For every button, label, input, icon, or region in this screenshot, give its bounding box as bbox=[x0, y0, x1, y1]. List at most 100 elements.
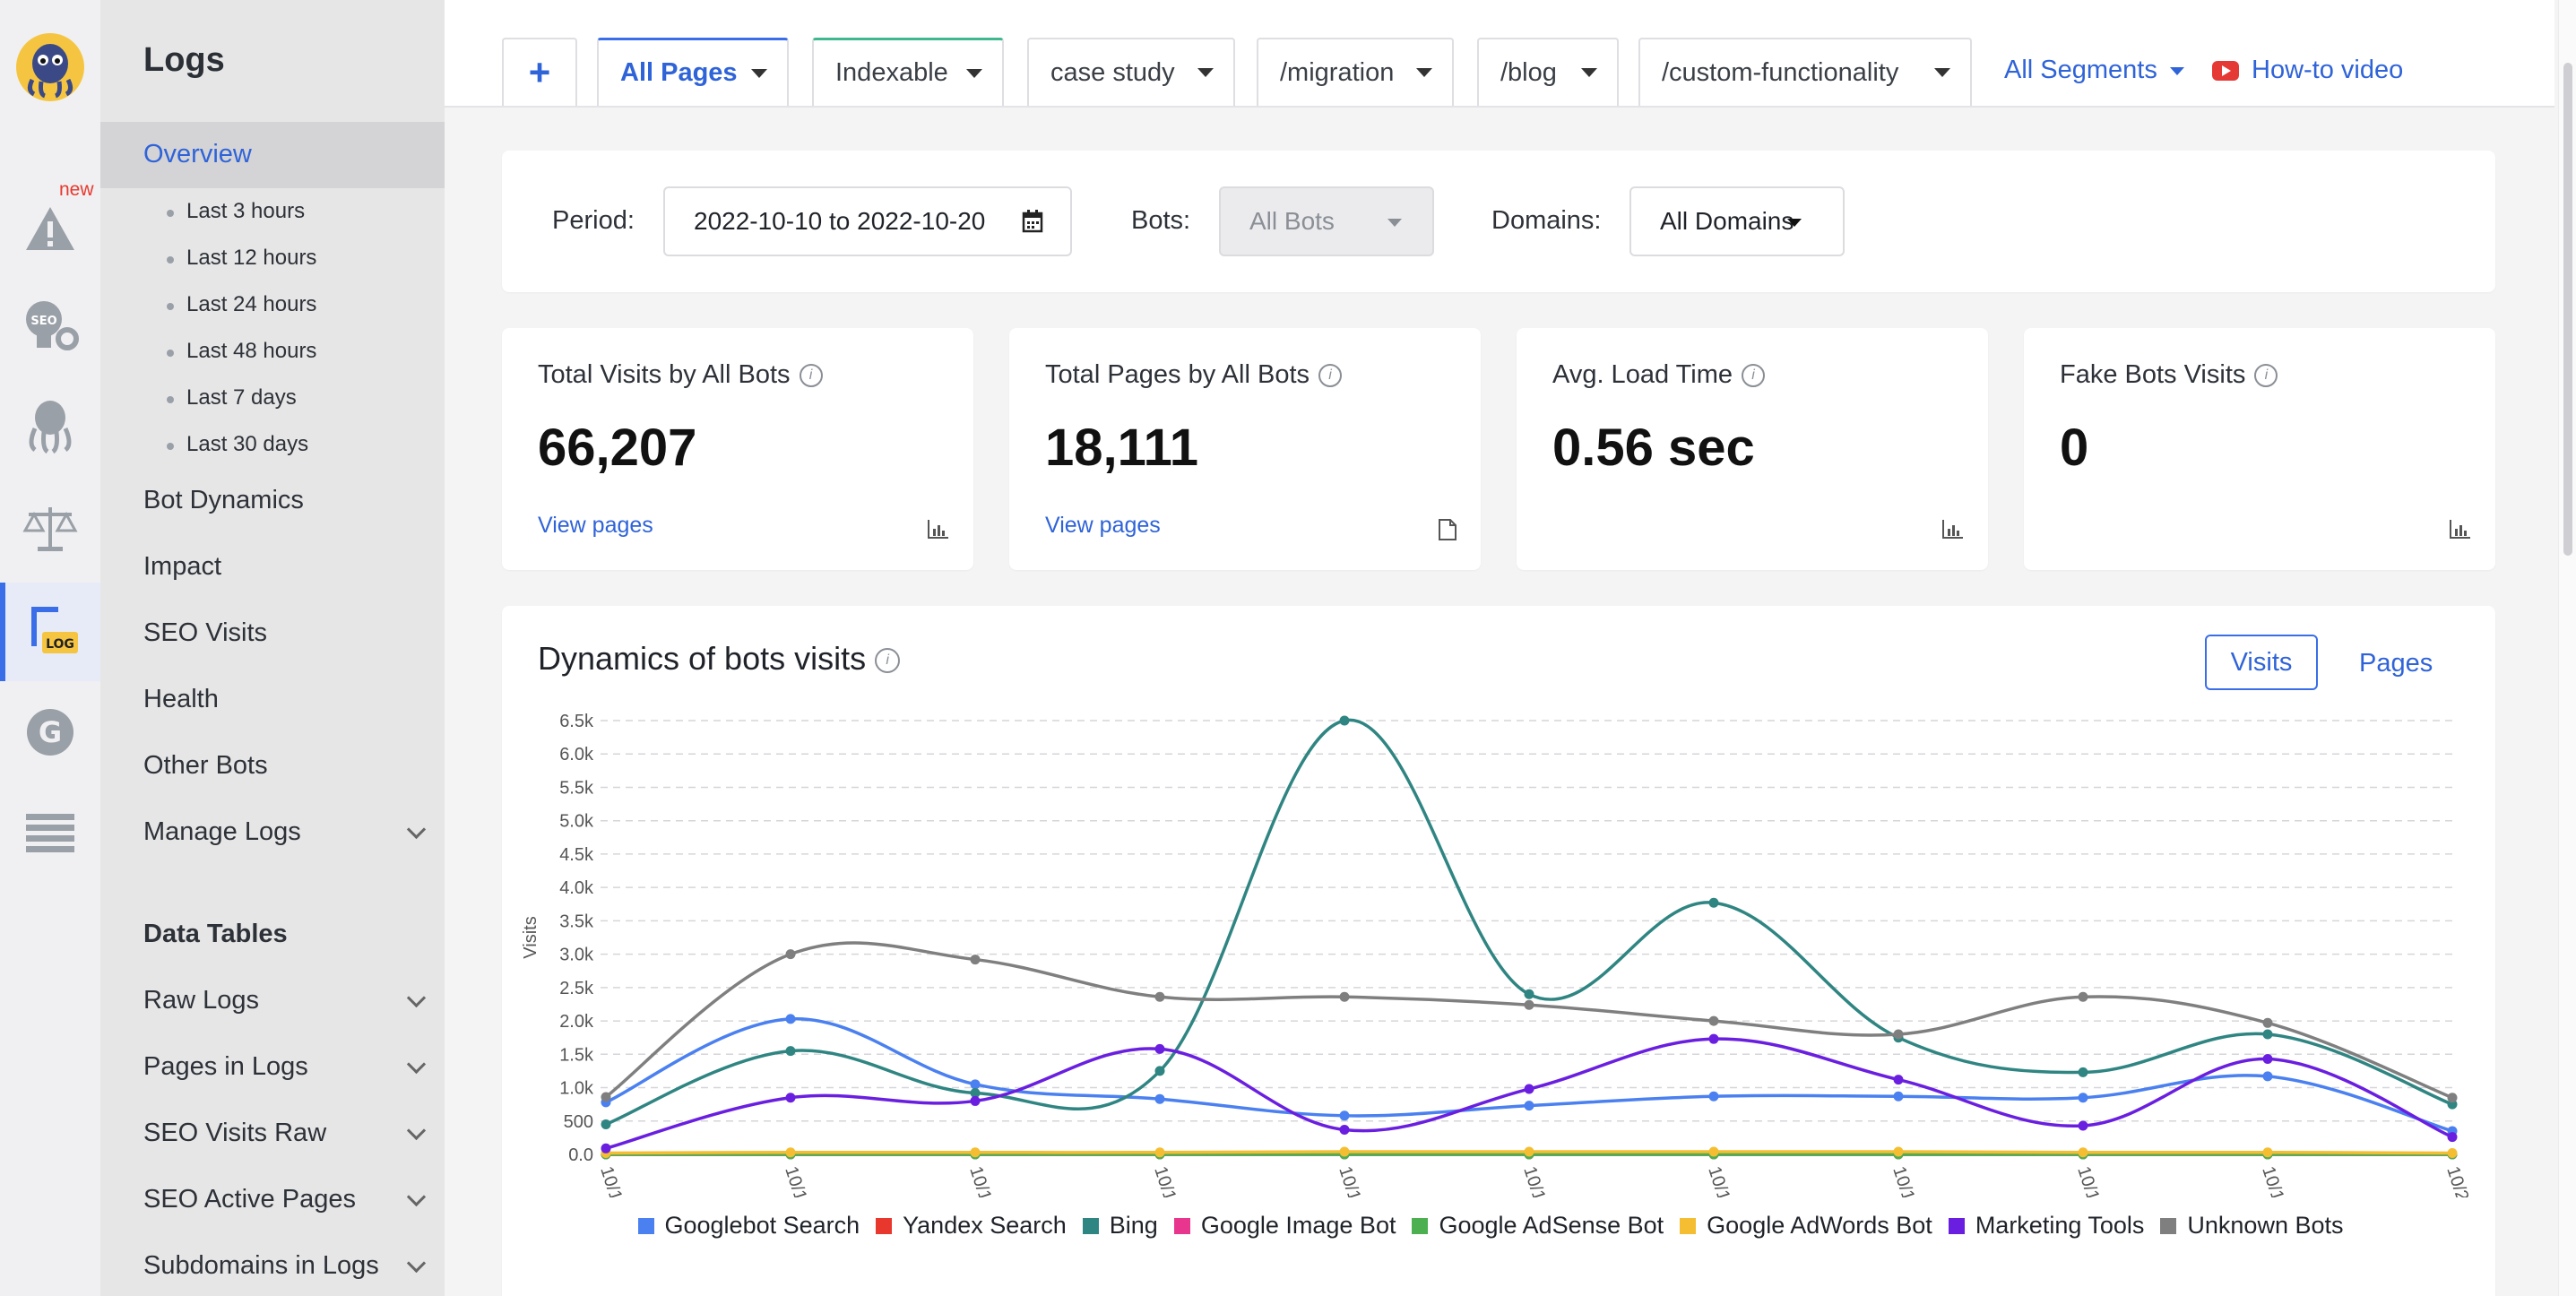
info-icon[interactable]: i bbox=[799, 364, 823, 388]
octopus-logo-icon[interactable] bbox=[0, 18, 100, 117]
tab-label: case study bbox=[1050, 57, 1175, 87]
data-point-google-adwords-bot bbox=[1339, 1146, 1350, 1157]
nav-overview[interactable]: Overview bbox=[143, 140, 252, 168]
nav-seo-visits[interactable]: SEO Visits bbox=[143, 618, 268, 647]
x-tick-label: 10/17/22 bbox=[1889, 1164, 1929, 1197]
info-icon[interactable]: i bbox=[1741, 364, 1765, 388]
stat-title-text: Fake Bots Visits bbox=[2060, 360, 2246, 389]
legend-item-bing[interactable]: Bing bbox=[1082, 1212, 1158, 1240]
data-point-marketing-tools bbox=[1893, 1075, 1904, 1085]
document-icon[interactable] bbox=[1438, 518, 1457, 541]
y-tick-label: 3.5k bbox=[559, 912, 594, 931]
stat-title-text: Total Visits by All Bots bbox=[538, 360, 791, 389]
nav-bot-dynamics[interactable]: Bot Dynamics bbox=[143, 486, 304, 514]
legend-swatch bbox=[2160, 1217, 2177, 1234]
y-tick-label: 6.0k bbox=[559, 745, 594, 765]
nav-impact[interactable]: Impact bbox=[143, 552, 222, 581]
nav-pages-in-logs[interactable]: Pages in Logs bbox=[143, 1052, 308, 1081]
legend-item-google-image-bot[interactable]: Google Image Bot bbox=[1173, 1212, 1396, 1240]
bots-select[interactable]: All Bots bbox=[1219, 186, 1434, 256]
legend-item-unknown-bots[interactable]: Unknown Bots bbox=[2160, 1212, 2344, 1240]
add-segment-button[interactable]: + bbox=[502, 38, 577, 106]
toggle-visits-button[interactable]: Visits bbox=[2205, 635, 2318, 690]
chevron-down-icon[interactable] bbox=[406, 1054, 427, 1075]
bar-chart-icon[interactable] bbox=[1941, 518, 1965, 540]
bots-value: All Bots bbox=[1249, 207, 1335, 235]
data-point-bing bbox=[1708, 897, 1719, 908]
info-icon[interactable]: i bbox=[875, 648, 901, 674]
bar-chart-icon[interactable] bbox=[927, 518, 950, 540]
tab-custom-functionality[interactable]: /custom-functionality bbox=[1638, 38, 1972, 106]
data-point-unknown-bots bbox=[785, 949, 796, 960]
nav-last-7-days[interactable]: Last 7 days bbox=[167, 385, 297, 410]
data-point-marketing-tools bbox=[2078, 1120, 2088, 1131]
warning-icon[interactable] bbox=[0, 179, 100, 278]
nav-subdomains-in-logs[interactable]: Subdomains in Logs bbox=[143, 1251, 379, 1280]
legend-item-yandex-search[interactable]: Yandex Search bbox=[876, 1212, 1067, 1240]
scrollbar-thumb[interactable] bbox=[2563, 63, 2572, 556]
tab-indexable[interactable]: Indexable bbox=[812, 38, 1004, 106]
period-date-picker[interactable]: 2022-10-10 to 2022-10-20 bbox=[663, 186, 1072, 256]
nav-last-30-days[interactable]: Last 30 days bbox=[166, 432, 309, 456]
legend-item-google-adsense-bot[interactable]: Google AdSense Bot bbox=[1412, 1212, 1664, 1240]
caret-down-icon bbox=[2169, 66, 2184, 75]
x-tick-label: 10/11/22 bbox=[781, 1164, 821, 1197]
info-icon[interactable]: i bbox=[1318, 364, 1342, 388]
octopus-icon[interactable] bbox=[0, 376, 100, 475]
chevron-down-icon[interactable] bbox=[406, 988, 427, 1008]
data-point-google-adwords-bot bbox=[2262, 1147, 2273, 1158]
stat-card-fake-bots: Fake Bots Visits i 0 bbox=[2024, 328, 2495, 570]
legend-swatch bbox=[1173, 1217, 1190, 1234]
chevron-down-icon[interactable] bbox=[406, 1120, 427, 1141]
data-point-google-adwords-bot bbox=[1708, 1146, 1719, 1157]
nav-last-48-hours[interactable]: Last 48 hours bbox=[166, 339, 317, 363]
data-point-google-adwords-bot bbox=[970, 1147, 981, 1158]
legend-swatch bbox=[1680, 1217, 1697, 1234]
nav-seo-visits-raw[interactable]: SEO Visits Raw bbox=[143, 1119, 327, 1147]
nav-manage-logs[interactable]: Manage Logs bbox=[143, 817, 301, 846]
view-pages-link[interactable]: View pages bbox=[538, 513, 653, 538]
chevron-down-icon[interactable] bbox=[406, 819, 427, 840]
tab-migration[interactable]: /migration bbox=[1257, 38, 1454, 106]
nav-health[interactable]: Health bbox=[143, 685, 219, 713]
legend-item-google-adwords-bot[interactable]: Google AdWords Bot bbox=[1680, 1212, 1932, 1240]
chart-title-text: Dynamics of bots visits bbox=[538, 640, 867, 677]
all-segments-dropdown[interactable]: All Segments bbox=[2004, 56, 2184, 85]
nav-last-12-hours[interactable]: Last 12 hours bbox=[166, 246, 317, 270]
data-point-unknown-bots bbox=[1893, 1029, 1904, 1040]
data-point-unknown-bots bbox=[2262, 1017, 2273, 1028]
nav-last-24-hours[interactable]: Last 24 hours bbox=[166, 292, 317, 316]
log-icon[interactable]: LOG bbox=[0, 583, 100, 681]
bots-label: Bots: bbox=[1131, 206, 1191, 235]
chevron-down-icon[interactable] bbox=[406, 1187, 427, 1207]
scales-icon[interactable] bbox=[0, 480, 100, 578]
howto-video-link[interactable]: How-to video bbox=[2212, 56, 2403, 85]
seo-bulb-gear-icon[interactable]: SEO bbox=[0, 278, 100, 376]
x-tick-label: 10/20/22 bbox=[2442, 1164, 2483, 1197]
info-icon[interactable]: i bbox=[2254, 364, 2278, 388]
nav-seo-active-pages[interactable]: SEO Active Pages bbox=[143, 1185, 356, 1214]
caret-down-icon bbox=[966, 69, 982, 78]
legend-item-googlebot-search[interactable]: Googlebot Search bbox=[637, 1212, 860, 1240]
domains-select[interactable]: All Domains bbox=[1629, 186, 1845, 256]
table-icon[interactable] bbox=[0, 784, 100, 883]
tab-blog[interactable]: /blog bbox=[1477, 38, 1619, 106]
tab-all-pages[interactable]: All Pages bbox=[597, 38, 789, 106]
legend-label: Yandex Search bbox=[903, 1212, 1067, 1239]
nav-raw-logs[interactable]: Raw Logs bbox=[143, 986, 259, 1015]
legend-item-marketing-tools[interactable]: Marketing Tools bbox=[1948, 1212, 2144, 1240]
bar-chart-icon[interactable] bbox=[2449, 518, 2472, 540]
x-tick-label: 10/18/22 bbox=[2073, 1164, 2114, 1197]
toggle-pages-button[interactable]: Pages bbox=[2359, 649, 2433, 678]
chevron-down-icon[interactable] bbox=[406, 1253, 427, 1274]
nav-last-3-hours[interactable]: Last 3 hours bbox=[166, 199, 306, 223]
tab-case-study[interactable]: case study bbox=[1027, 38, 1235, 106]
data-point-bing bbox=[1524, 989, 1534, 999]
caret-down-icon bbox=[1416, 68, 1432, 77]
google-icon[interactable]: G bbox=[0, 683, 100, 782]
nav-other-bots[interactable]: Other Bots bbox=[143, 751, 268, 780]
legend-label: Google AdWords Bot bbox=[1707, 1212, 1932, 1239]
view-pages-link[interactable]: View pages bbox=[1045, 513, 1161, 538]
section-data-tables: Data Tables bbox=[143, 920, 288, 948]
y-tick-label: 1.0k bbox=[559, 1079, 594, 1099]
